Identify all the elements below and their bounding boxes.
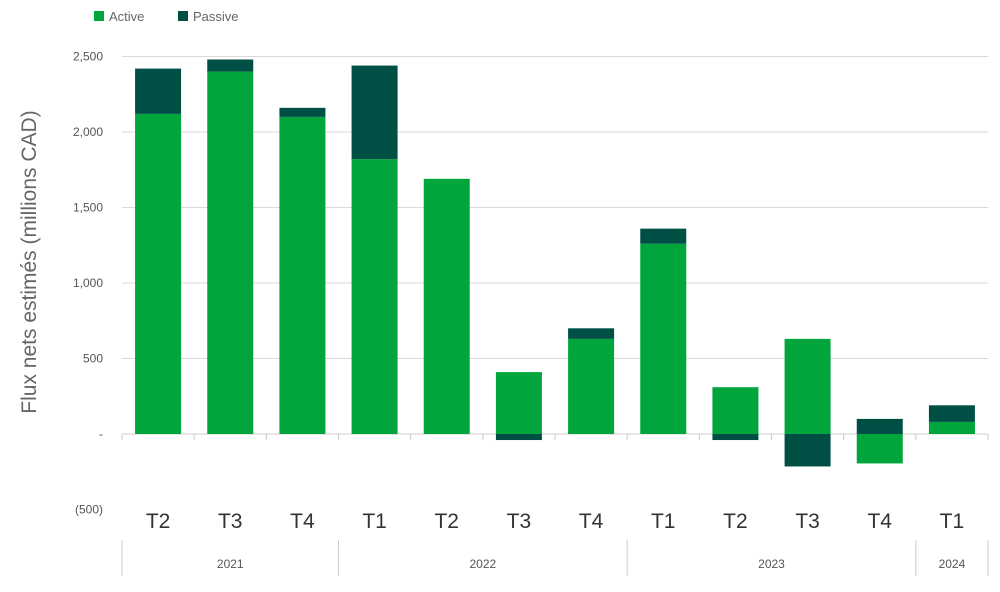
x-tick-label: T2 xyxy=(723,510,748,533)
bar-passive-8 xyxy=(640,228,687,244)
x-tick-label: T3 xyxy=(795,510,820,533)
y-tick-label: 1,000 xyxy=(73,276,103,290)
bar-passive-7 xyxy=(568,328,615,339)
x-tick-label: T2 xyxy=(434,510,459,533)
year-label: 2021 xyxy=(217,557,244,571)
bar-active-5 xyxy=(423,178,470,434)
x-tick-label: T4 xyxy=(290,510,315,533)
x-tick-label: T3 xyxy=(218,510,243,533)
bar-passive-9 xyxy=(712,434,759,441)
x-axis: T2 T3 T4 T1 T2 T3 T4 T1 T2 T3 T4 T1 2021 2022 2023 2024 xyxy=(121,434,989,576)
legend: Active Passive xyxy=(94,9,239,24)
y-tick-label: 1,500 xyxy=(73,201,103,215)
y-tick-label: - xyxy=(99,427,103,441)
bar-active-8 xyxy=(640,243,687,434)
legend-swatch-passive xyxy=(178,11,188,21)
bar-active-9 xyxy=(712,387,759,434)
bar-active-11 xyxy=(856,434,903,464)
x-tick-label: T1 xyxy=(940,510,965,533)
bar-active-1 xyxy=(135,113,182,434)
bar-passive-12 xyxy=(928,405,975,422)
year-label: 2022 xyxy=(469,557,496,571)
x-tick-label: T2 xyxy=(146,510,171,533)
y-tick-label: (500) xyxy=(75,503,103,517)
bar-passive-2 xyxy=(207,59,254,72)
y-axis-ticks: 2,500 2,000 1,500 1,000 500 - (500) xyxy=(73,50,103,517)
bar-passive-1 xyxy=(135,68,182,114)
legend-swatch-active xyxy=(94,11,104,21)
bar-active-7 xyxy=(568,338,615,434)
bar-passive-3 xyxy=(279,107,326,117)
bar-passive-11 xyxy=(856,418,903,434)
legend-label-active: Active xyxy=(109,9,144,24)
y-tick-label: 2,000 xyxy=(73,125,103,139)
bar-active-12 xyxy=(928,421,975,434)
x-tick-label: T3 xyxy=(507,510,532,533)
bar-passive-4 xyxy=(351,65,398,160)
bar-passive-10 xyxy=(784,434,831,467)
x-tick-label: T1 xyxy=(362,510,387,533)
year-label: 2023 xyxy=(758,557,785,571)
bar-active-3 xyxy=(279,116,326,435)
x-tick-label: T1 xyxy=(651,510,676,533)
bar-active-2 xyxy=(207,71,254,434)
bar-active-4 xyxy=(351,159,398,434)
legend-label-passive: Passive xyxy=(193,9,239,24)
bars xyxy=(135,59,975,467)
year-label: 2024 xyxy=(939,557,966,571)
bar-active-6 xyxy=(495,372,542,434)
bar-active-10 xyxy=(784,338,831,434)
y-axis-label: Flux nets estimés (millions CAD) xyxy=(18,110,41,413)
x-tick-label: T4 xyxy=(867,510,892,533)
bar-passive-6 xyxy=(495,434,542,441)
y-tick-label: 500 xyxy=(83,352,103,366)
x-tick-label: T4 xyxy=(579,510,604,533)
y-tick-label: 2,500 xyxy=(73,50,103,64)
